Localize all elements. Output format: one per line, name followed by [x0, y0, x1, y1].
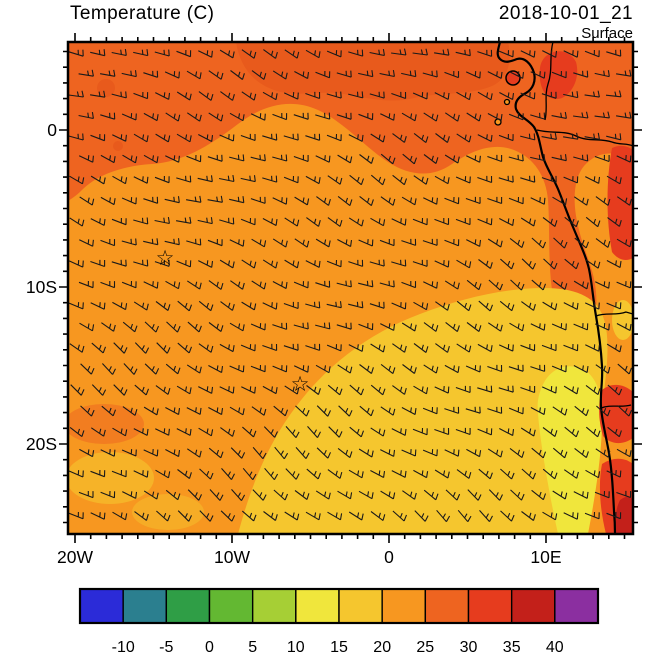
y-axis-label: 0 [47, 120, 57, 140]
country-border [600, 404, 632, 409]
temperature-field [68, 42, 633, 534]
colorbar-cell [165, 588, 211, 624]
colorbar-label: -10 [112, 639, 135, 656]
axis-ticks [59, 33, 642, 543]
star-marker: ☆ [291, 373, 310, 396]
colorbar-label: 0 [205, 639, 214, 656]
hot-core [236, 42, 510, 101]
colorbar-label: 15 [330, 639, 348, 656]
colorbar-label: -5 [159, 639, 173, 656]
warm-patch [68, 404, 144, 444]
colorbar-label: 10 [287, 639, 305, 656]
cool-region-gold [238, 288, 608, 534]
wind-barbs-layer [68, 48, 633, 523]
cool-patch [68, 452, 154, 504]
colorbar-frame [78, 587, 600, 625]
colorbar-cell [295, 588, 340, 624]
y-axis-label: 10S [26, 277, 57, 297]
colorbar-label: 40 [546, 639, 564, 656]
x-axis-label: 0 [384, 547, 394, 567]
island [503, 98, 511, 106]
country-border [536, 129, 633, 147]
colorbar-cell [381, 588, 427, 624]
land-hot-patch [599, 384, 633, 444]
colorbar-label: 20 [373, 639, 391, 656]
plot-title: Temperature (C) [70, 3, 215, 24]
colorbar-cell [467, 588, 513, 624]
colorbar-cell [122, 588, 168, 624]
warm-band [68, 42, 633, 333]
land-hot-patch [607, 145, 633, 260]
country-border [595, 311, 633, 317]
wind-barbs-path [68, 48, 633, 523]
land-cool-patch [612, 300, 633, 340]
star-marker: ☆ [156, 247, 175, 270]
colorbar-cell [424, 588, 470, 624]
colorbar-cell [554, 588, 599, 624]
plot-level: Surface [581, 25, 633, 42]
plot-datetime: 2018-10-01_21 [498, 3, 633, 24]
cool-patch [132, 494, 204, 530]
hot-speck [113, 141, 123, 151]
coastline-path [496, 42, 617, 534]
x-axis-label: 20W [57, 547, 93, 567]
x-axis-label: 10W [214, 547, 250, 567]
colorbar-cell [79, 588, 124, 624]
colorbar-cell [251, 588, 297, 624]
colorbar-label: 5 [248, 639, 257, 656]
colorbar-label: 30 [460, 639, 478, 656]
x-axis-label: 10E [530, 547, 561, 567]
colorbar-label: 25 [416, 639, 434, 656]
colorbar-cell [208, 588, 254, 624]
island [505, 70, 521, 86]
colorbar-label: 35 [503, 639, 521, 656]
land-very-hot-patch [615, 496, 633, 534]
y-axis-label: 20S [26, 434, 57, 454]
axis-labels: 20W 10W 0 10E 0 10S 20S [26, 120, 562, 567]
axis-ticks-path [59, 33, 642, 543]
colorbar: -10 -5 0 5 10 15 20 25 30 35 40 [78, 587, 600, 656]
hot-speck [97, 79, 115, 97]
plot-frame [66, 40, 635, 536]
colorbar-cell [510, 588, 556, 624]
markers-layer: ☆☆ [156, 247, 310, 396]
colorbar-cell [338, 588, 383, 624]
